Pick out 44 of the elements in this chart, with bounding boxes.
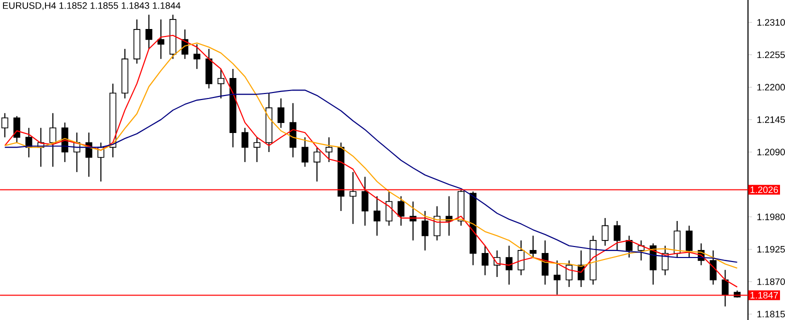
y-tick-label: 1.2145 — [757, 116, 785, 123]
candlestick — [710, 250, 717, 286]
y-tick-label: 1.1925 — [757, 246, 785, 253]
candlestick — [157, 18, 164, 60]
candlestick — [242, 127, 248, 163]
candlestick — [254, 136, 260, 163]
candlestick — [566, 260, 573, 288]
candlestick — [218, 68, 224, 99]
candlestick — [1, 112, 8, 138]
candlestick — [194, 44, 200, 70]
candlestick — [398, 196, 404, 226]
candlestick — [530, 235, 536, 258]
candlestick — [482, 245, 488, 276]
candlestick — [542, 240, 548, 286]
candlestick — [686, 225, 693, 258]
y-tick-label: 1.1980 — [757, 214, 785, 220]
candlestick — [362, 176, 368, 226]
candlestick — [422, 210, 428, 251]
candlestick — [386, 190, 392, 226]
ref-line-label: 1.1847 — [750, 292, 778, 299]
candlestick — [518, 240, 524, 276]
y-tick-label: 1.2310 — [757, 19, 785, 26]
y-tick-label: 1.1870 — [757, 278, 785, 285]
ref-line-label: 1.2026 — [750, 186, 778, 194]
candlestick — [314, 146, 320, 182]
candlestick — [350, 172, 356, 224]
y-tick-label: 1.2255 — [757, 52, 785, 58]
candlestick — [326, 136, 332, 163]
candlestick — [626, 235, 633, 258]
candlestick — [49, 112, 56, 168]
candlestick — [614, 220, 621, 251]
candlestick — [506, 245, 512, 286]
candlestick — [602, 218, 609, 246]
y-tick-label: 1.2200 — [757, 84, 785, 91]
y-tick-label: 1.2090 — [757, 148, 785, 156]
candlestick — [434, 206, 440, 241]
y-tick-label: 1.1815 — [757, 310, 785, 318]
candlestick — [278, 98, 284, 128]
candlestick — [554, 260, 561, 296]
candlestick — [374, 196, 380, 236]
candlestick — [638, 240, 645, 261]
chart-title: EURUSD,H4 1.1852 1.1855 1.1843 1.1844 — [3, 2, 180, 10]
candlestick — [145, 14, 152, 50]
candlestick — [302, 136, 308, 168]
